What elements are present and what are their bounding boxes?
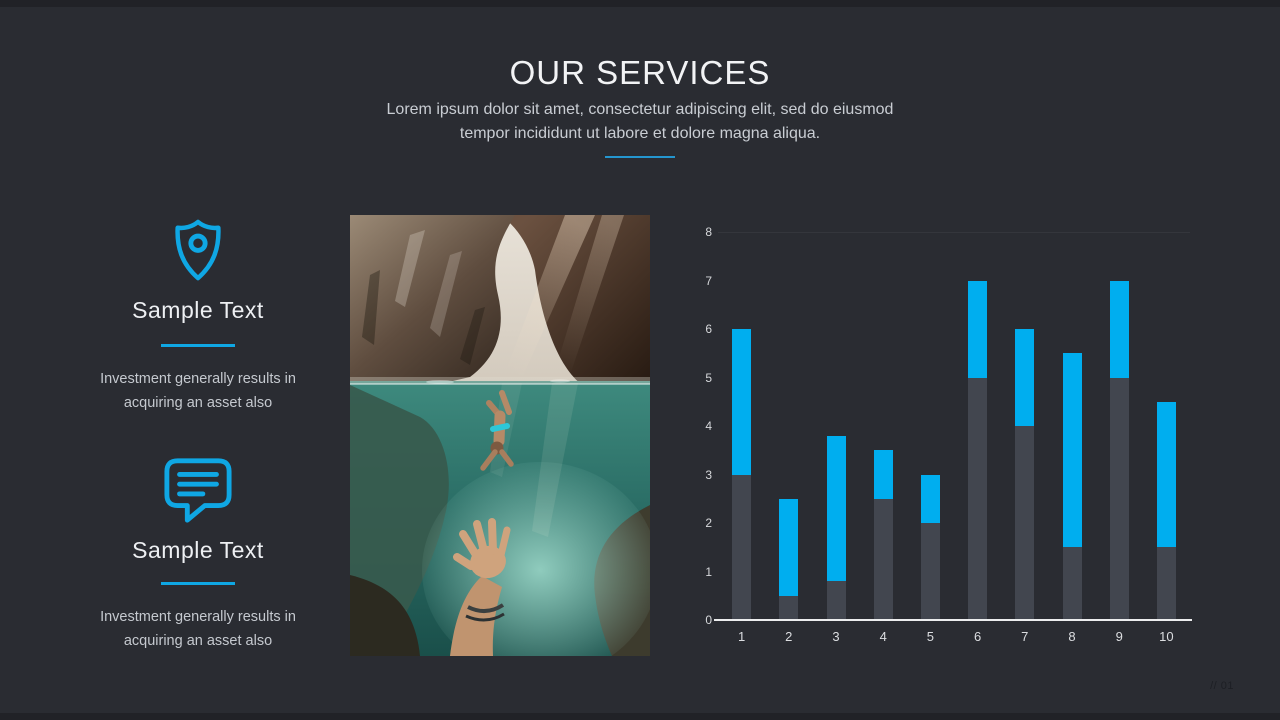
bar-segment-top-blue <box>920 474 940 523</box>
top-edge-strip <box>0 0 1280 7</box>
x-axis-category-label: 5 <box>926 629 934 644</box>
feature-underline <box>161 582 235 585</box>
x-axis-category-label: 1 <box>737 629 746 644</box>
y-axis-tick-label: 1 <box>705 564 712 579</box>
bar-segment-base-gray <box>779 595 799 620</box>
x-axis-category-label: 4 <box>879 629 887 644</box>
bar-segment-base-gray <box>826 581 846 620</box>
bar-segment-base-gray <box>1062 547 1082 620</box>
y-axis-tick-label: 8 <box>705 225 712 239</box>
feature-underline <box>161 344 235 347</box>
bar-segment-top-blue <box>968 280 988 378</box>
x-axis-category-label: 8 <box>1068 629 1076 644</box>
photo-underwater-canyon <box>350 215 650 656</box>
y-axis-tick-label: 0 <box>705 613 712 627</box>
bar-segment-top-blue <box>1156 401 1176 548</box>
x-axis-category-label: 9 <box>1115 629 1123 644</box>
bar-segment-base-gray <box>732 474 752 620</box>
feature-list: Sample Text Investment generally results… <box>73 217 323 657</box>
bar-segment-top-blue <box>826 435 846 582</box>
feature-description: Investment generally results in acquirin… <box>100 371 296 411</box>
feature-description: Investment generally results in acquirin… <box>100 609 296 649</box>
chat-bubble-icon <box>161 455 235 530</box>
bar-segment-top-blue <box>1062 353 1082 548</box>
title-divider <box>605 156 675 158</box>
y-axis-tick-label: 4 <box>705 419 712 433</box>
bar-segment-base-gray <box>1015 426 1035 620</box>
y-axis-tick-label: 7 <box>705 273 712 288</box>
swimmer-figure <box>480 390 514 471</box>
feature-title: Sample Text <box>132 297 264 323</box>
y-axis-tick-label: 6 <box>705 322 712 336</box>
reaching-hand <box>450 518 511 656</box>
x-axis-line <box>714 619 1192 621</box>
bar-segment-top-blue <box>732 329 752 475</box>
y-axis-tick-label: 5 <box>705 370 712 385</box>
y-axis-tick-label: 2 <box>705 516 712 530</box>
bar-segment-base-gray <box>1156 547 1176 620</box>
x-axis-category-label: 3 <box>832 629 840 644</box>
x-axis-category-label: 2 <box>785 629 793 644</box>
bar-segment-base-gray <box>920 523 940 620</box>
page-number-marker: // 01 <box>1210 680 1234 692</box>
bottom-edge-strip <box>0 713 1280 720</box>
bar-segment-top-blue <box>779 498 799 596</box>
bar-segment-top-blue <box>1109 280 1129 378</box>
shield-icon <box>167 217 229 290</box>
bar-segment-base-gray <box>873 498 893 620</box>
x-axis-category-label: 6 <box>973 629 982 644</box>
x-axis-category-label: 7 <box>1021 629 1029 644</box>
page-subtitle: Lorem ipsum dolor sit amet, consectetur … <box>386 101 894 142</box>
bar-segment-base-gray <box>1109 377 1129 620</box>
feature-title: Sample Text <box>132 537 264 563</box>
x-axis-category-label: 10 <box>1159 629 1174 644</box>
bar-segment-top-blue <box>1015 329 1035 426</box>
bar-segment-base-gray <box>968 377 988 620</box>
bar-chart: 0 1 2 3 4 5 6 7 8 1 2 3 4 5 6 7 8 9 10 <box>690 225 1250 665</box>
bar-segment-top-blue <box>873 450 893 499</box>
y-axis-tick-label: 3 <box>705 467 712 482</box>
gridline-ymax <box>718 232 1190 233</box>
page-title: OUR SERVICES <box>509 54 771 91</box>
